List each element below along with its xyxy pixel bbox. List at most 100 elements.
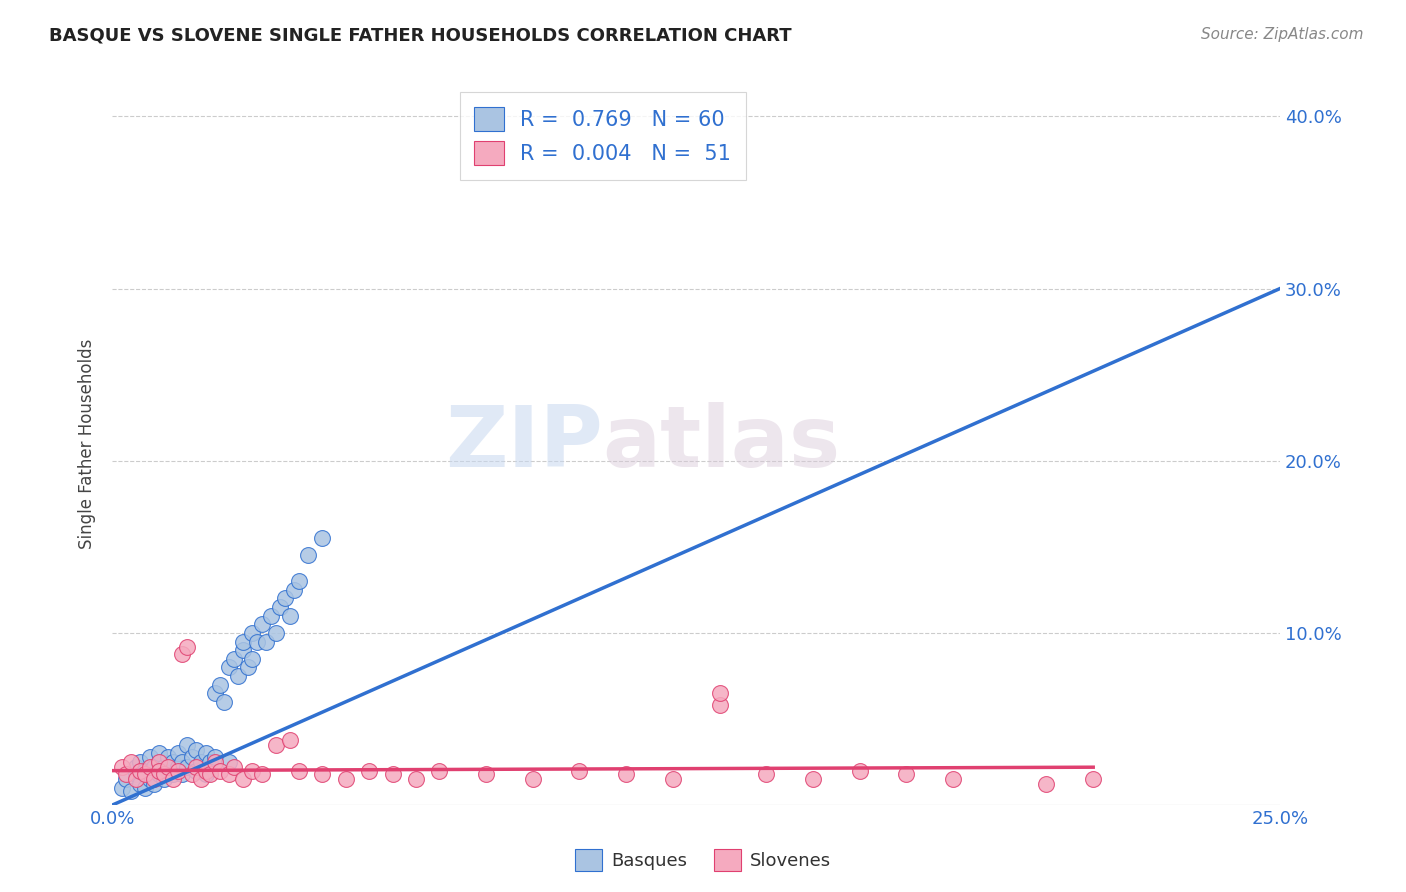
Point	[1083, 772, 1105, 787]
Point	[194, 767, 217, 781]
Point	[222, 651, 245, 665]
Point	[311, 767, 333, 781]
Point	[896, 767, 918, 781]
Point	[254, 634, 277, 648]
Point	[242, 626, 264, 640]
Point	[148, 767, 170, 781]
Point	[152, 760, 174, 774]
Point	[148, 764, 170, 778]
Point	[228, 669, 250, 683]
Text: atlas: atlas	[603, 402, 841, 485]
Point	[186, 743, 208, 757]
Point	[148, 755, 170, 769]
Point	[1035, 777, 1057, 791]
Point	[278, 732, 301, 747]
Legend: Basques, Slovenes: Basques, Slovenes	[568, 842, 838, 879]
Point	[180, 767, 202, 781]
Point	[568, 764, 591, 778]
Point	[143, 777, 166, 791]
Point	[152, 772, 174, 787]
Point	[129, 777, 152, 791]
Point	[311, 531, 333, 545]
Point	[288, 574, 311, 589]
Point	[143, 760, 166, 774]
Point	[190, 772, 212, 787]
Point	[200, 755, 222, 769]
Point	[166, 760, 188, 774]
Point	[134, 764, 156, 778]
Point	[614, 767, 637, 781]
Point	[129, 755, 152, 769]
Point	[200, 767, 222, 781]
Point	[157, 750, 180, 764]
Point	[222, 760, 245, 774]
Point	[176, 640, 198, 654]
Point	[232, 772, 254, 787]
Point	[204, 686, 226, 700]
Point	[278, 608, 301, 623]
Point	[405, 772, 427, 787]
Point	[218, 767, 240, 781]
Point	[194, 764, 217, 778]
Point	[755, 767, 778, 781]
Text: ZIP: ZIP	[444, 402, 603, 485]
Point	[427, 764, 450, 778]
Legend: R =  0.769   N = 60, R =  0.004   N =  51: R = 0.769 N = 60, R = 0.004 N = 51	[460, 92, 745, 180]
Point	[218, 660, 240, 674]
Point	[232, 634, 254, 648]
Point	[204, 755, 226, 769]
Point	[166, 747, 188, 761]
Point	[288, 764, 311, 778]
Point	[246, 634, 269, 648]
Point	[186, 760, 208, 774]
Point	[381, 767, 404, 781]
Point	[110, 780, 132, 795]
Point	[242, 764, 264, 778]
Point	[162, 772, 184, 787]
Point	[138, 760, 160, 774]
Text: Source: ZipAtlas.com: Source: ZipAtlas.com	[1201, 27, 1364, 42]
Point	[124, 767, 146, 781]
Point	[124, 772, 146, 787]
Point	[242, 651, 264, 665]
Point	[522, 772, 544, 787]
Point	[152, 767, 174, 781]
Point	[148, 747, 170, 761]
Point	[274, 591, 297, 606]
Point	[208, 764, 231, 778]
Point	[162, 767, 184, 781]
Point	[190, 755, 212, 769]
Point	[115, 767, 138, 781]
Point	[283, 582, 305, 597]
Point	[218, 755, 240, 769]
Point	[709, 686, 731, 700]
Point	[172, 767, 194, 781]
Point	[801, 772, 824, 787]
Point	[138, 750, 160, 764]
Point	[176, 760, 198, 774]
Point	[172, 647, 194, 661]
Point	[260, 608, 283, 623]
Point	[166, 764, 188, 778]
Point	[232, 643, 254, 657]
Point	[335, 772, 357, 787]
Point	[172, 755, 194, 769]
Point	[129, 764, 152, 778]
Point	[143, 772, 166, 787]
Point	[134, 767, 156, 781]
Point	[176, 738, 198, 752]
Point	[942, 772, 965, 787]
Point	[110, 760, 132, 774]
Point	[214, 695, 236, 709]
Point	[475, 767, 498, 781]
Point	[180, 750, 202, 764]
Text: BASQUE VS SLOVENE SINGLE FATHER HOUSEHOLDS CORRELATION CHART: BASQUE VS SLOVENE SINGLE FATHER HOUSEHOL…	[49, 27, 792, 45]
Point	[297, 549, 319, 563]
Point	[186, 764, 208, 778]
Point	[194, 747, 217, 761]
Point	[120, 755, 142, 769]
Point	[269, 600, 291, 615]
Point	[134, 780, 156, 795]
Point	[359, 764, 381, 778]
Point	[264, 626, 287, 640]
